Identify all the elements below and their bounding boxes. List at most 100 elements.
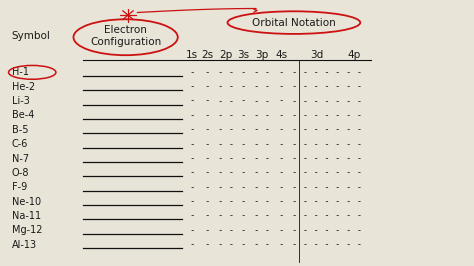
Text: - -: - - [254,168,270,177]
Text: - -: - - [254,82,270,91]
Text: - - - - -: - - - - - [292,111,341,120]
Text: 3s: 3s [237,49,249,60]
Text: -: - [240,183,246,192]
Text: - -: - - [218,211,234,221]
Text: - -: - - [254,197,270,206]
Text: 1s: 1s [186,49,198,60]
Text: - -: - - [218,168,234,177]
Text: - -: - - [346,125,363,134]
Text: -: - [205,140,210,149]
Text: C-6: C-6 [12,139,28,149]
Text: O-8: O-8 [12,168,29,178]
Text: -: - [205,211,210,221]
Text: Ne-10: Ne-10 [12,197,41,207]
Text: - -: - - [218,183,234,192]
Text: Li-3: Li-3 [12,96,30,106]
Text: -: - [240,68,246,77]
Text: -: - [240,82,246,91]
Text: 2s: 2s [201,49,214,60]
Text: - -: - - [254,183,270,192]
Text: -: - [240,168,246,177]
Text: - -: - - [254,154,270,163]
Text: -: - [205,197,210,206]
Text: -: - [205,154,210,163]
Text: -: - [189,211,195,221]
Text: -: - [205,68,210,77]
Text: - -: - - [218,125,234,134]
Text: -: - [189,154,195,163]
Text: H-1: H-1 [12,67,29,77]
Text: - -: - - [346,154,363,163]
Text: -: - [189,226,195,235]
Text: - -: - - [346,140,363,149]
Text: - -: - - [346,197,363,206]
Text: -: - [205,240,210,249]
Text: -: - [278,140,284,149]
Text: - -: - - [346,211,363,221]
Text: - -: - - [254,111,270,120]
Text: -: - [240,111,246,120]
Text: -: - [240,240,246,249]
Text: -: - [278,125,284,134]
Text: -: - [205,168,210,177]
Text: - -: - - [218,197,234,206]
Text: -: - [205,97,210,106]
Text: -: - [240,154,246,163]
Text: - - - - -: - - - - - [292,197,341,206]
Text: 3p: 3p [255,49,269,60]
Text: Mg-12: Mg-12 [12,225,42,235]
Text: - -: - - [346,97,363,106]
Text: - -: - - [254,125,270,134]
Text: -: - [278,183,284,192]
Text: - -: - - [254,240,270,249]
Text: F-9: F-9 [12,182,27,192]
Text: -: - [205,183,210,192]
Text: - - - - -: - - - - - [292,68,341,77]
Text: Symbol: Symbol [12,31,51,41]
Text: -: - [240,226,246,235]
Text: -: - [189,82,195,91]
Text: - - - - -: - - - - - [292,82,341,91]
Text: -: - [189,197,195,206]
Text: Electron
Configuration: Electron Configuration [90,25,161,47]
Text: - -: - - [218,226,234,235]
Text: -: - [278,154,284,163]
Text: - - - - -: - - - - - [292,240,341,249]
Text: - -: - - [254,211,270,221]
Text: - -: - - [218,97,234,106]
Text: - - - - -: - - - - - [292,168,341,177]
Text: -: - [278,111,284,120]
Text: -: - [189,97,195,106]
Text: -: - [240,197,246,206]
Text: -: - [189,183,195,192]
Text: - -: - - [218,82,234,91]
Text: - - - - -: - - - - - [292,97,341,106]
Text: - -: - - [218,154,234,163]
Text: Be-4: Be-4 [12,110,34,120]
Text: -: - [240,97,246,106]
Text: B-5: B-5 [12,125,28,135]
Text: - -: - - [254,226,270,235]
Text: - - - - -: - - - - - [292,140,341,149]
Text: -: - [240,211,246,221]
Text: He-2: He-2 [12,82,35,92]
Text: - - - - -: - - - - - [292,125,341,134]
Text: -: - [205,125,210,134]
Text: -: - [278,68,284,77]
Text: 4s: 4s [275,49,287,60]
Text: - -: - - [218,140,234,149]
Text: -: - [205,111,210,120]
Text: - - - - -: - - - - - [292,183,341,192]
Text: -: - [278,197,284,206]
Text: -: - [189,125,195,134]
Text: -: - [240,125,246,134]
Text: - -: - - [346,82,363,91]
Text: - - - - -: - - - - - [292,226,341,235]
Text: 4p: 4p [348,49,361,60]
Text: -: - [240,140,246,149]
Text: - -: - - [218,68,234,77]
Text: -: - [205,226,210,235]
Text: - -: - - [254,97,270,106]
Text: Orbital Notation: Orbital Notation [252,18,336,28]
Text: -: - [189,140,195,149]
